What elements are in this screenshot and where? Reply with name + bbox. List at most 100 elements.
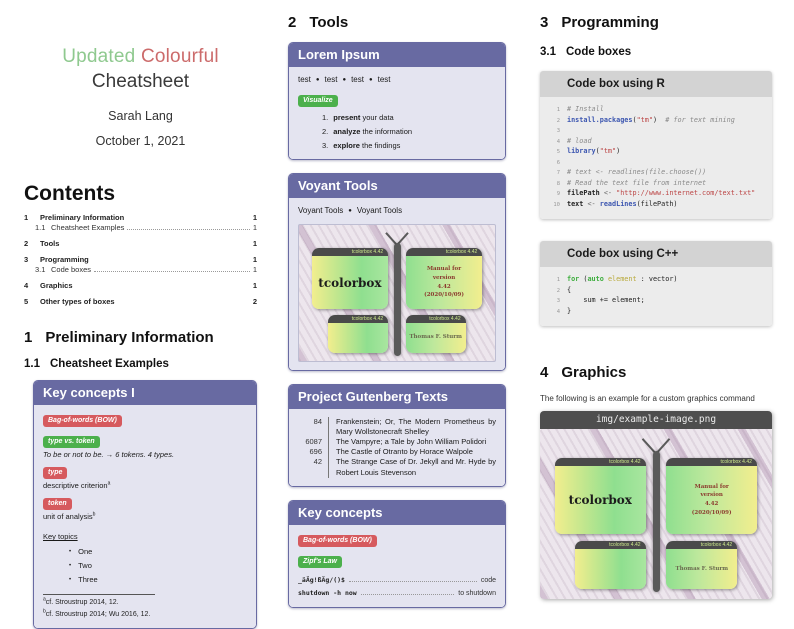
toc-entry-code-boxes[interactable]: 3.1 Code boxes 1: [35, 265, 257, 274]
wing-header: tcolorbox 4.42: [405, 248, 483, 257]
key-topics-list: • One • Two • Three: [43, 547, 247, 585]
toc-entry-cheatsheet-examples[interactable]: 1.1 Cheatsheet Examples 1: [35, 223, 257, 232]
table-row: 84 Frankenstein; Or, The Modern Promethe…: [313, 416, 496, 438]
author-label: Thomas F. Sturm: [409, 334, 463, 341]
code-line: 5 library("tm"): [556, 147, 621, 155]
toc-entry-preliminary-information[interactable]: 1 Preliminary Information 1: [24, 213, 257, 222]
wing-top-left: tcolorbox 4.42 tcolorbox: [311, 248, 389, 310]
graphics-intro-text: The following is an example for a custom…: [540, 394, 755, 403]
title-word-colourful: Colourful: [140, 46, 219, 67]
wing-top-right: tcolorbox 4.42 Manual for version 4.42 (…: [405, 248, 483, 310]
type-vs-token-badge: type vs. token: [43, 436, 100, 448]
butterfly-body-icon: [393, 242, 401, 356]
code-line: 7 # text <- readlines(file.choose()): [556, 168, 707, 176]
wing-header: tcolorbox 4.42: [405, 314, 466, 323]
voyant-items-line: Voyant Tools ● Voyant Tools: [298, 206, 403, 216]
footnote-mark-b: b: [92, 511, 96, 518]
bow-badge: Bag-of-words (BOW): [43, 415, 122, 427]
tcolorbox-label: tcolorbox: [568, 493, 632, 508]
code-line: 1 for (auto element : vector): [556, 275, 678, 283]
table-row: 6087 The Vampyre; a Tale by John William…: [298, 437, 496, 448]
toc-dot-leader: [94, 271, 250, 272]
visualize-badge: Visualize: [298, 94, 338, 107]
footnote-b: bcf. Stroustrup 2014; Wu 2016, 12.: [43, 608, 151, 619]
wing-top-right: tcolorbox 4.42 Manual for version 4.42 (…: [666, 457, 757, 535]
bullet-icon: •: [69, 576, 72, 583]
toc-entry-tools[interactable]: 2 Tools 1: [24, 239, 257, 248]
code-line: 4}: [556, 306, 572, 315]
section-1-heading: 1 Preliminary Information: [24, 329, 214, 346]
section-3-1-heading: 3.1 Code boxes: [540, 46, 632, 58]
document-title-line2: Cheatsheet: [91, 71, 190, 92]
tcolorbox-example-image: tcolorbox 4.42 tcolorbox tcolorbox 4.42 …: [540, 429, 772, 599]
token-definition: unit of analysisb: [43, 511, 96, 522]
bullet-icon: •: [69, 548, 72, 555]
wing-header: tcolorbox 4.42: [311, 248, 389, 257]
code-box-r-body: 1 # Install 2 install.packages("tm") # for …: [540, 97, 772, 219]
table-row: 42 The Strange Case of Dr. Jekyll and Mr…: [313, 457, 496, 478]
author: Sarah Lang: [108, 109, 173, 123]
code-line: 2{: [556, 285, 572, 294]
list-item: 3. explore the findings: [322, 141, 401, 151]
list-item: • Two: [69, 560, 92, 570]
code-box-cpp: Code box using C++ 1 for (auto element : …: [540, 241, 772, 326]
voyant-tools-box: Voyant Tools Voyant Tools ● Voyant Tools t…: [288, 173, 506, 371]
wing-header: tcolorbox 4.42: [555, 457, 646, 466]
toc-entry-other-types-of-boxes[interactable]: 5 Other types of boxes 2: [24, 297, 257, 306]
code-line: 8 # Read the text file from internet: [556, 178, 707, 187]
key-concepts-1-box-title: Key concepts I: [34, 381, 256, 405]
gutenberg-box: Project Gutenberg Texts 84 Frankenstein;…: [288, 383, 506, 487]
zipfs-law-badge: Zipf's Law: [298, 555, 342, 568]
list-item: 1. present your data: [322, 112, 394, 122]
key-concepts-1-box-body: Bag-of-words (BOW) type vs. token To be …: [34, 405, 256, 628]
section-3-heading: 3 Programming: [540, 14, 659, 31]
wing-header: tcolorbox 4.42: [666, 541, 738, 550]
manual-version-label: Manual for version 4.42 (2020/10/09): [691, 483, 732, 516]
section-1-1-heading: 1.1 Cheatsheet Examples: [24, 358, 169, 370]
wing-bottom-right: tcolorbox 4.42 Thomas F. Sturm: [666, 541, 738, 589]
key-concepts-2-box-body: Bag-of-words (BOW) Zipf's Law _äÄg!ßÄg/(…: [289, 524, 505, 607]
key-concepts-2-box-title: Key concepts: [289, 500, 505, 525]
code-line: 2 install.packages("tm") # for text minin…: [556, 115, 735, 124]
tcolorbox-label: tcolorbox: [318, 275, 382, 290]
date: October 1, 2021: [95, 134, 186, 148]
key-concepts-2-box: Key concepts Bag-of-words (BOW) Zipf's L…: [288, 499, 506, 608]
lorem-ipsum-box: Lorem Ipsum test ● test ● test ● test Visualiz…: [288, 42, 506, 161]
steps-list: 1. present your data 2. analyze the info…: [298, 113, 496, 151]
code-box-r-title: Code box using R: [540, 71, 772, 97]
wing-bottom-left: tcolorbox 4.42: [328, 314, 389, 353]
manual-version-label: Manual for version 4.42 (2020/10/09): [424, 266, 464, 299]
lorem-ipsum-box-body: test ● test ● test ● test Visualize 1. present…: [289, 67, 505, 160]
section-4-heading: 4 Graphics: [540, 364, 627, 381]
footnote-a: acf. Stroustrup 2014, 12.: [43, 596, 119, 606]
toc-entry-graphics[interactable]: 4 Graphics 1: [24, 281, 257, 290]
contents-heading: Contents: [24, 182, 115, 205]
toc-dot-leader: [127, 229, 250, 230]
test-line: test ● test ● test ● test: [298, 75, 391, 84]
right-column: 3 Programming 3.1 Code boxes Code box us…: [540, 14, 772, 599]
example-image-filename: img/example-image.png: [540, 411, 772, 429]
section-2-heading: 2 Tools: [288, 14, 349, 31]
bullet-separator-icon: ●: [342, 77, 347, 83]
voyant-tools-box-body: Voyant Tools ● Voyant Tools tcolorbox 4.42…: [289, 198, 505, 370]
code-line: 4 # load: [556, 136, 592, 145]
middle-column: 2 Tools Lorem Ipsum test ● test ● test ● test …: [288, 14, 506, 608]
toc-entry-programming[interactable]: 3 Programming 1: [24, 255, 257, 264]
example-image-figure: img/example-image.png tcolorbox 4.42 tco…: [540, 411, 772, 599]
token-badge: token: [43, 498, 72, 511]
lorem-ipsum-box-title: Lorem Ipsum: [289, 43, 505, 67]
butterfly-body-icon: [652, 451, 660, 593]
footnote-rule: [43, 593, 156, 595]
gutenberg-box-title: Project Gutenberg Texts: [289, 384, 505, 409]
list-item: • One: [69, 546, 93, 556]
left-column: Updated Colourful Cheatsheet Sarah Lang …: [24, 0, 257, 629]
list-item: 2. analyze the information: [322, 126, 413, 136]
bullet-icon: •: [69, 562, 72, 569]
wing-bottom-right: tcolorbox 4.42 Thomas F. Sturm: [405, 314, 466, 353]
code-line: 1 # Install: [556, 105, 604, 113]
wing-top-left: tcolorbox 4.42 tcolorbox: [555, 457, 646, 535]
bullet-separator-icon: ●: [348, 208, 352, 215]
dot-leader: [360, 594, 455, 596]
code-box-r: Code box using R 1 # Install 2 install.pack…: [540, 71, 772, 219]
leader-row: _äÄg!ßÄg/()$ code: [298, 575, 496, 584]
